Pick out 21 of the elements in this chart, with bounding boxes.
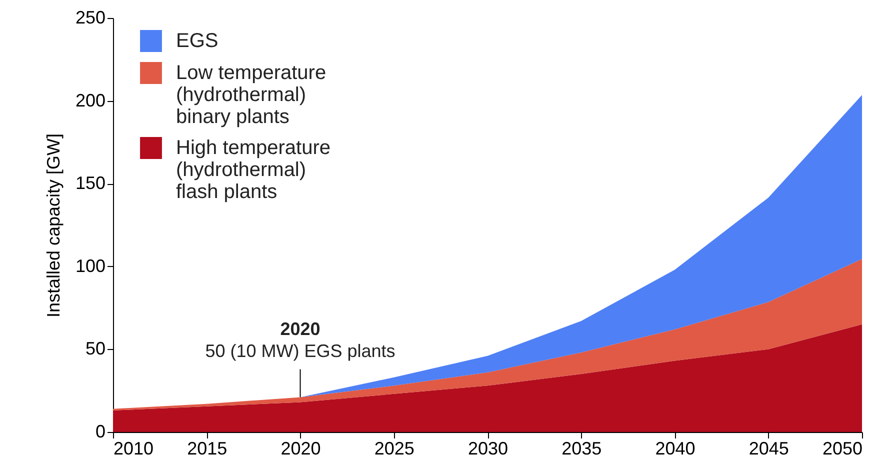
annotation: 2020: [280, 319, 320, 340]
annotation: 50 (10 MW) EGS plants: [205, 341, 396, 362]
x-tick-label: 2015: [187, 438, 228, 458]
legend-label: Low temperature (hydrothermal) binary plants: [176, 62, 326, 128]
legend-label: EGS: [176, 30, 218, 52]
x-tick-label: 2030: [468, 438, 508, 458]
y-tick-label: 0: [95, 422, 106, 442]
x-tick-label: 2010: [114, 438, 154, 458]
x-tick-label: 2045: [748, 438, 789, 458]
y-tick-label: 50: [85, 338, 106, 359]
y-tick-label: 200: [75, 90, 106, 110]
x-tick-label: 2025: [374, 438, 414, 458]
y-axis-title: Installed capacity [GW]: [43, 133, 64, 318]
x-tick-label: 2020: [280, 438, 321, 458]
x-tick-label: 2050: [822, 438, 862, 458]
x-tick-label: 2040: [655, 438, 696, 458]
y-tick-label: 150: [75, 173, 106, 194]
y-tick-label: 100: [75, 256, 106, 276]
legend-label: High temperature (hydrothermal) flash plants: [176, 137, 331, 203]
x-tick-label: 2035: [562, 438, 602, 458]
y-tick-label: 250: [75, 8, 106, 28]
